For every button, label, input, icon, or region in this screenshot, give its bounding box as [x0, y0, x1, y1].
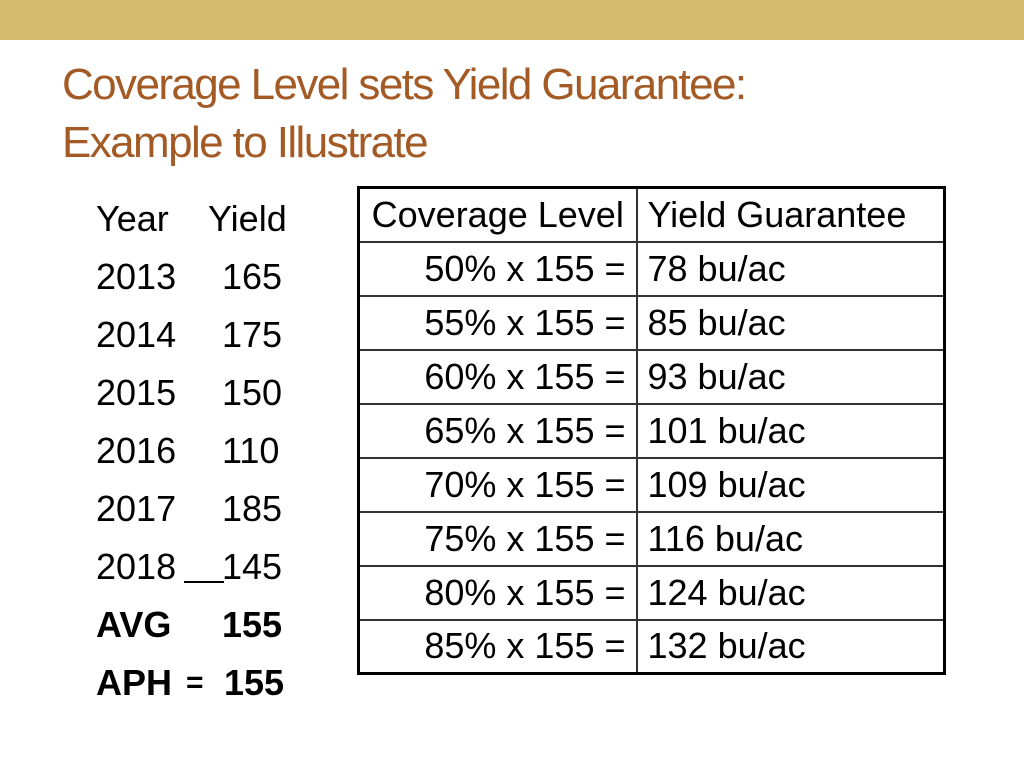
underline-gap — [184, 581, 224, 583]
year-value: 2015 — [96, 372, 177, 413]
coverage-level-cell: 60% x 155 = — [357, 348, 638, 405]
title-line-2: Example to Illustrate — [62, 118, 429, 167]
aph-value: 155 — [224, 662, 285, 703]
yield-guarantee-cell: 101 bu/ac — [635, 402, 946, 459]
yield-guarantee-cell: 78 bu/ac — [635, 240, 946, 297]
yield-average-row: AVG 155 — [96, 598, 326, 656]
yield-history-header: Year Yield — [96, 192, 326, 250]
aph-label: APH — [96, 662, 173, 703]
yield-history-row: 2017 185 — [96, 482, 326, 540]
year-header: Year — [96, 198, 169, 239]
yield-value: 165 — [222, 256, 283, 297]
slide-title: Coverage Level sets Yield Guarantee: Exa… — [62, 56, 1002, 172]
year-value: 2018 — [96, 546, 177, 587]
avg-value: 155 — [222, 604, 283, 645]
yield-value: 145 — [222, 546, 283, 587]
avg-label: AVG — [96, 604, 172, 645]
yield-history-row: 2015 150 — [96, 366, 326, 424]
yield-guarantee-cell: 85 bu/ac — [635, 294, 946, 351]
year-value: 2016 — [96, 430, 177, 471]
table-row: 60% x 155 = 93 bu/ac — [357, 348, 946, 405]
yield-guarantee-cell: 124 bu/ac — [635, 564, 946, 621]
yield-history-list: Year Yield 2013 165 2014 175 2015 150 20… — [96, 192, 326, 714]
table-row: 50% x 155 = 78 bu/ac — [357, 240, 946, 297]
coverage-table: Coverage Level Yield Guarantee 50% x 155… — [357, 186, 946, 675]
table-row: 65% x 155 = 101 bu/ac — [357, 402, 946, 459]
table-row: 70% x 155 = 109 bu/ac — [357, 456, 946, 513]
coverage-level-cell: 85% x 155 = — [357, 618, 638, 675]
yield-history-row: 2013 165 — [96, 250, 326, 308]
yield-value: 185 — [222, 488, 283, 529]
table-row: 55% x 155 = 85 bu/ac — [357, 294, 946, 351]
coverage-level-cell: 65% x 155 = — [357, 402, 638, 459]
coverage-level-cell: 50% x 155 = — [357, 240, 638, 297]
yield-header: Yield — [208, 198, 287, 239]
year-value: 2017 — [96, 488, 177, 529]
yield-history-row: 2014 175 — [96, 308, 326, 366]
aph-row: APH = 155 — [96, 656, 326, 714]
top-accent-bar — [0, 0, 1024, 40]
title-line-1: Coverage Level sets Yield Guarantee: — [62, 60, 747, 109]
yield-guarantee-cell: 116 bu/ac — [635, 510, 946, 567]
aph-equals: = — [186, 666, 204, 699]
yield-guarantee-cell: 132 bu/ac — [635, 618, 946, 675]
coverage-level-cell: 75% x 155 = — [357, 510, 638, 567]
yield-history-row: 2016 110 — [96, 424, 326, 482]
table-row: 75% x 155 = 116 bu/ac — [357, 510, 946, 567]
coverage-level-cell: 70% x 155 = — [357, 456, 638, 513]
table-row: 80% x 155 = 124 bu/ac — [357, 564, 946, 621]
coverage-table-header: Coverage Level Yield Guarantee — [357, 186, 946, 243]
yield-guarantee-cell: 93 bu/ac — [635, 348, 946, 405]
yield-value: 110 — [222, 430, 280, 471]
year-value: 2013 — [96, 256, 177, 297]
year-value: 2014 — [96, 314, 177, 355]
coverage-level-header: Coverage Level — [357, 186, 638, 243]
yield-value: 175 — [222, 314, 283, 355]
yield-history-row-last: 2018 145 — [96, 540, 326, 598]
yield-value: 150 — [222, 372, 283, 413]
yield-guarantee-cell: 109 bu/ac — [635, 456, 946, 513]
yield-guarantee-header: Yield Guarantee — [635, 186, 946, 243]
coverage-level-cell: 80% x 155 = — [357, 564, 638, 621]
table-row: 85% x 155 = 132 bu/ac — [357, 618, 946, 675]
coverage-level-cell: 55% x 155 = — [357, 294, 638, 351]
